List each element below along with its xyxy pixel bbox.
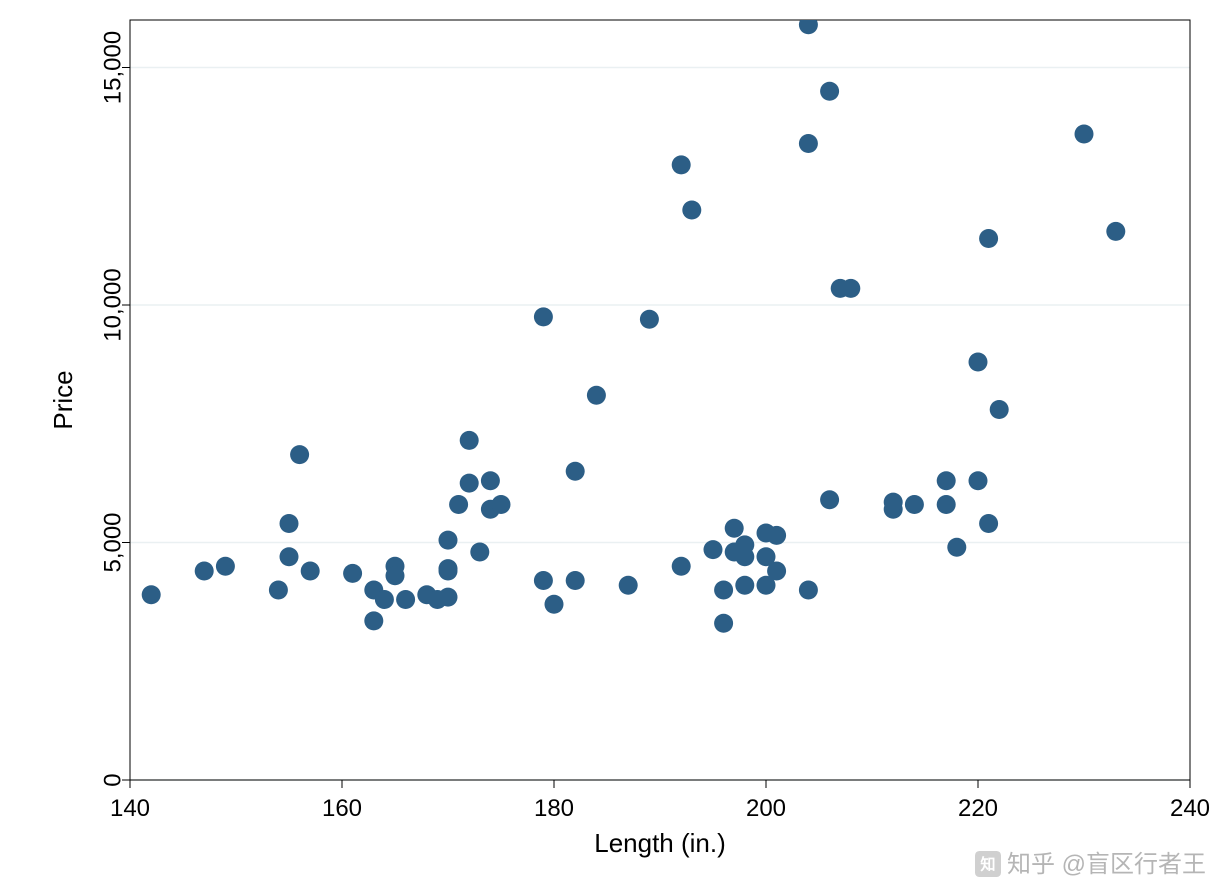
data-point — [566, 571, 585, 590]
data-point — [979, 229, 998, 248]
data-point — [301, 562, 320, 581]
data-point — [704, 540, 723, 559]
data-point — [269, 581, 288, 600]
data-point — [534, 307, 553, 326]
data-point — [714, 581, 733, 600]
data-point — [195, 562, 214, 581]
x-tick-label: 220 — [958, 795, 998, 822]
data-point — [672, 155, 691, 174]
data-point — [725, 519, 744, 538]
data-point — [386, 566, 405, 585]
data-point — [545, 595, 564, 614]
data-point — [735, 535, 754, 554]
data-point — [767, 562, 786, 581]
data-point — [969, 471, 988, 490]
x-tick-label: 160 — [322, 795, 362, 822]
data-point — [439, 531, 458, 550]
data-point — [449, 495, 468, 514]
data-point — [1075, 125, 1094, 144]
data-point — [905, 495, 924, 514]
data-point — [947, 538, 966, 557]
data-point — [364, 611, 383, 630]
data-point — [979, 514, 998, 533]
x-tick-label: 240 — [1170, 795, 1210, 822]
plot-area — [130, 20, 1190, 780]
data-point — [735, 576, 754, 595]
data-point — [492, 495, 511, 514]
data-point — [534, 571, 553, 590]
data-point — [820, 82, 839, 101]
data-point — [587, 386, 606, 405]
data-point — [439, 588, 458, 607]
data-point — [460, 431, 479, 450]
data-point — [290, 445, 309, 464]
data-point — [884, 493, 903, 512]
data-point — [990, 400, 1009, 419]
data-point — [937, 471, 956, 490]
data-point — [619, 576, 638, 595]
data-point — [714, 614, 733, 633]
data-point — [396, 590, 415, 609]
y-axis-label: Price — [48, 370, 78, 429]
y-tick-label: 15,000 — [99, 31, 126, 104]
data-point — [439, 562, 458, 581]
data-point — [820, 490, 839, 509]
data-point — [969, 353, 988, 372]
data-point — [767, 526, 786, 545]
y-tick-label: 0 — [99, 773, 126, 786]
data-point — [280, 547, 299, 566]
data-point — [470, 543, 489, 562]
y-tick-label: 5,000 — [99, 512, 126, 572]
data-point — [841, 279, 860, 298]
data-point — [142, 585, 161, 604]
data-point — [460, 474, 479, 493]
data-point — [640, 310, 659, 329]
data-point — [343, 564, 362, 583]
data-point — [1106, 222, 1125, 241]
data-point — [481, 471, 500, 490]
data-point — [375, 590, 394, 609]
data-point — [672, 557, 691, 576]
data-point — [566, 462, 585, 481]
data-point — [216, 557, 235, 576]
x-tick-label: 140 — [110, 795, 150, 822]
x-tick-label: 200 — [746, 795, 786, 822]
x-tick-label: 180 — [534, 795, 574, 822]
chart-svg: 140 160 180 200 220 240 Length (in.) 0 5,000 10,0… — [0, 0, 1226, 891]
x-axis-label: Length (in.) — [594, 828, 726, 858]
y-tick-label: 10,000 — [99, 268, 126, 341]
data-point — [937, 495, 956, 514]
data-point — [799, 581, 818, 600]
data-point — [799, 134, 818, 153]
data-point — [682, 201, 701, 220]
scatter-chart: 140 160 180 200 220 240 Length (in.) 0 5,000 10,0… — [0, 0, 1226, 891]
data-point — [280, 514, 299, 533]
